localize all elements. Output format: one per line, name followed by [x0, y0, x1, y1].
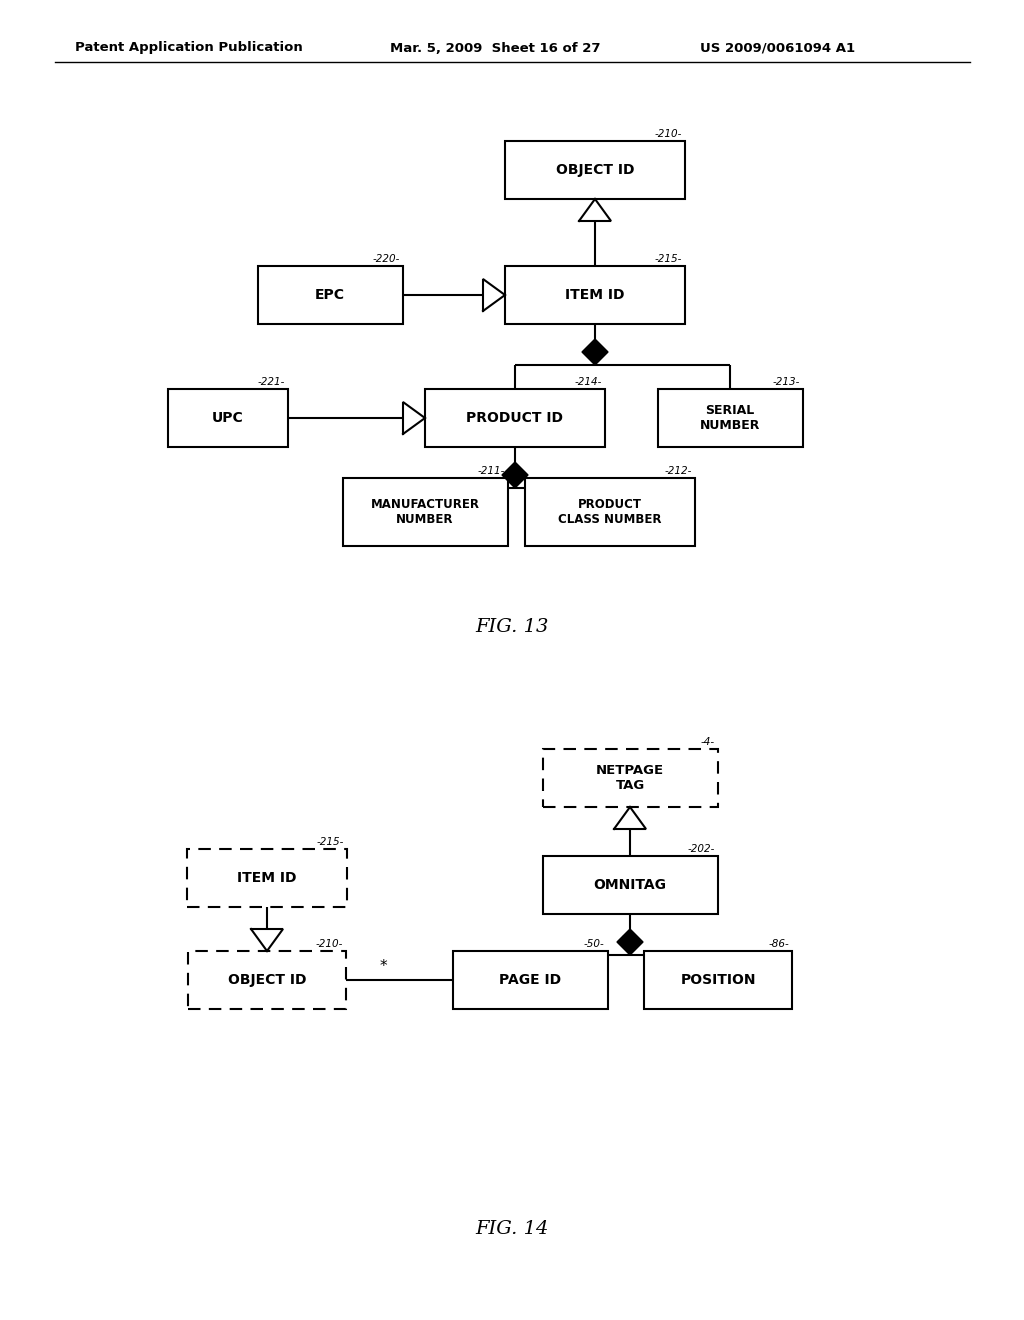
Text: SERIAL
NUMBER: SERIAL NUMBER	[699, 404, 760, 432]
Bar	[168, 389, 288, 447]
Text: Patent Application Publication: Patent Application Publication	[75, 41, 303, 54]
Text: -220-: -220-	[372, 253, 399, 264]
Bar	[342, 478, 508, 546]
Text: POSITION: POSITION	[680, 973, 756, 987]
Text: 0,1: 0,1	[621, 935, 639, 946]
Polygon shape	[617, 929, 643, 954]
Text: NETPAGE
TAG: NETPAGE TAG	[596, 764, 664, 792]
Text: OBJECT ID: OBJECT ID	[556, 162, 634, 177]
Text: -4-: -4-	[700, 737, 715, 747]
Bar	[543, 855, 718, 913]
Bar	[187, 849, 347, 907]
Bar	[425, 389, 605, 447]
Text: -215-: -215-	[316, 837, 344, 847]
Bar	[657, 389, 803, 447]
Text: ITEM ID: ITEM ID	[565, 288, 625, 302]
Text: FIG. 14: FIG. 14	[475, 1220, 549, 1238]
Bar	[453, 950, 607, 1008]
Text: FIG. 13: FIG. 13	[475, 618, 549, 636]
Text: -210-: -210-	[315, 939, 343, 949]
Text: -202-: -202-	[687, 843, 715, 854]
Text: -210-: -210-	[654, 129, 682, 139]
Polygon shape	[582, 339, 608, 366]
Bar	[505, 141, 685, 199]
Polygon shape	[502, 462, 528, 488]
Text: -212-: -212-	[665, 466, 692, 477]
Text: -221-: -221-	[258, 378, 285, 387]
Text: -213-: -213-	[772, 378, 800, 387]
Text: ITEM ID: ITEM ID	[238, 871, 297, 884]
Bar	[257, 267, 402, 323]
Text: -211-: -211-	[477, 466, 505, 477]
Bar	[644, 950, 792, 1008]
Text: PAGE ID: PAGE ID	[499, 973, 561, 987]
Text: PRODUCT ID: PRODUCT ID	[467, 411, 563, 425]
Bar	[505, 267, 685, 323]
Text: US 2009/0061094 A1: US 2009/0061094 A1	[700, 41, 855, 54]
Text: PRODUCT
CLASS NUMBER: PRODUCT CLASS NUMBER	[558, 498, 662, 525]
Bar	[543, 748, 718, 807]
Bar	[188, 950, 346, 1008]
Text: -86-: -86-	[768, 939, 790, 949]
Text: MANUFACTURER
NUMBER: MANUFACTURER NUMBER	[371, 498, 479, 525]
Text: *: *	[380, 960, 387, 974]
Text: -214-: -214-	[574, 378, 602, 387]
Bar	[525, 478, 695, 546]
Text: -215-: -215-	[654, 253, 682, 264]
Text: EPC: EPC	[315, 288, 345, 302]
Text: UPC: UPC	[212, 411, 244, 425]
Text: -50-: -50-	[584, 939, 604, 949]
Text: OMNITAG: OMNITAG	[594, 878, 667, 892]
Text: OBJECT ID: OBJECT ID	[227, 973, 306, 987]
Text: Mar. 5, 2009  Sheet 16 of 27: Mar. 5, 2009 Sheet 16 of 27	[390, 41, 600, 54]
